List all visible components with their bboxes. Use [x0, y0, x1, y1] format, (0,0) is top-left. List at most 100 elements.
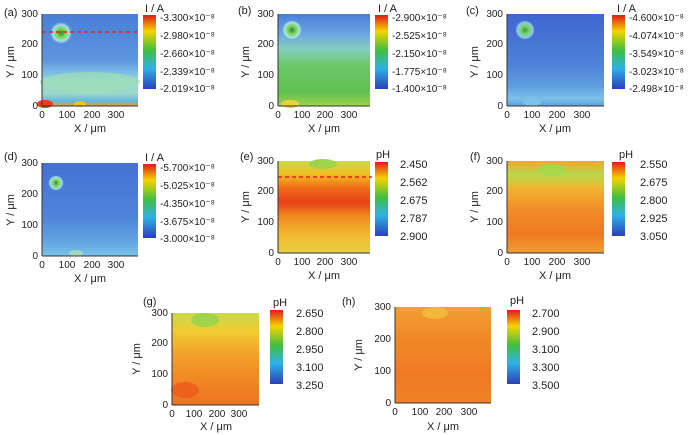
heatmap-green-spot: [191, 313, 219, 327]
colorbar-title: pH: [619, 149, 633, 161]
colorbar-label: -3.023×10⁻⁸: [629, 67, 684, 78]
x-tick-label: 100: [524, 110, 541, 121]
heatmap-green-spot: [309, 159, 337, 169]
colorbar-label: -3.300×10⁻⁸: [160, 13, 215, 24]
colorbar: [612, 162, 625, 236]
y-tick-label: 300: [374, 302, 391, 313]
colorbar-label: -4.074×10⁻⁸: [629, 31, 684, 42]
x-tick-label: 100: [412, 407, 429, 418]
x-tick-label: 300: [461, 407, 478, 418]
panel-c: (c) 0 100 200 300 0 100 200 300 X / μm Y…: [466, 3, 684, 135]
y-tick-label: 200: [21, 189, 38, 200]
x-tick-label: 0: [39, 110, 45, 121]
y-tick-label: 200: [151, 338, 168, 349]
x-tick-label: 100: [59, 260, 76, 271]
x-tick-label: 300: [108, 260, 125, 271]
y-tick-label: 300: [21, 158, 38, 169]
y-tick-label: 200: [257, 186, 274, 197]
colorbar-label: 2.800: [296, 326, 324, 338]
colorbar: [507, 310, 520, 384]
y-tick-label: 300: [257, 9, 274, 20]
panel-label: (a): [4, 7, 17, 19]
colorbar-label: 2.450: [400, 159, 428, 171]
y-tick-label: 100: [257, 70, 274, 81]
colorbar-label: 2.675: [400, 195, 428, 207]
x-axis-label: X / μm: [74, 273, 106, 285]
x-tick-label: 0: [275, 110, 281, 121]
y-axis-label: Y / μm: [353, 339, 365, 371]
colorbar: [143, 15, 156, 89]
x-tick-label: 200: [549, 110, 566, 121]
heatmap-hotspot: [515, 20, 535, 40]
colorbar: [143, 164, 156, 238]
x-tick-label: 100: [294, 110, 311, 121]
panel-label: (d): [4, 151, 17, 163]
x-axis-label: X / μm: [74, 123, 106, 135]
colorbar-title: I / A: [378, 3, 398, 15]
y-tick-label: 0: [162, 400, 168, 411]
panel-h: (h) 0 100 200 300 0 100 200 300 X / μm Y…: [342, 295, 560, 433]
colorbar: [375, 162, 388, 236]
colorbar-label: 2.925: [640, 213, 668, 225]
y-tick-label: 0: [385, 398, 391, 409]
colorbar-label: -2.980×10⁻⁸: [160, 31, 215, 42]
colorbar-label: 2.900: [400, 231, 428, 243]
x-axis-label: X / μm: [308, 123, 340, 135]
colorbar-label: -1.775×10⁻⁸: [392, 67, 447, 78]
x-tick-label: 200: [317, 110, 334, 121]
x-tick-label: 300: [574, 110, 591, 121]
y-axis-label: Y / μm: [469, 191, 481, 223]
x-tick-label: 300: [231, 409, 248, 420]
y-tick-label: 300: [151, 308, 168, 319]
y-tick-label: 100: [21, 70, 38, 81]
heatmap-hotspot: [48, 175, 64, 191]
panel-d: (d) 0 100 200 300 0 100 200 300 X / μm Y…: [4, 151, 215, 285]
x-tick-label: 200: [84, 260, 101, 271]
y-tick-label: 0: [268, 248, 274, 259]
colorbar-label: 2.787: [400, 213, 428, 225]
x-tick-label: 0: [169, 409, 175, 420]
x-axis-label: X / μm: [200, 421, 232, 433]
y-tick-label: 100: [21, 220, 38, 231]
colorbar-label: 3.300: [532, 362, 560, 374]
panel-label: (h): [342, 296, 355, 308]
x-axis-label: X / μm: [308, 270, 340, 282]
y-tick-label: 300: [257, 156, 274, 167]
panel-label: (g): [143, 296, 156, 308]
y-axis-label: Y / μm: [469, 46, 481, 78]
heatmap-green-band: [40, 72, 140, 92]
y-tick-label: 0: [268, 101, 274, 112]
y-tick-label: 0: [497, 248, 503, 259]
colorbar-label: -2.525×10⁻⁸: [392, 31, 447, 42]
colorbar-label: 2.800: [640, 195, 668, 207]
x-tick-label: 100: [186, 409, 203, 420]
heatmap-edge-spot: [523, 98, 541, 106]
colorbar-label: 3.050: [640, 231, 668, 243]
heatmap-plot-area: [278, 161, 370, 253]
colorbar: [375, 15, 388, 89]
heatmap-edge-spot: [281, 100, 299, 108]
colorbar-label: -5.700×10⁻⁸: [160, 163, 215, 174]
colorbar-label: 2.900: [532, 326, 560, 338]
colorbar-label: 3.500: [532, 380, 560, 392]
heatmap-hotspot: [49, 21, 73, 45]
x-tick-label: 0: [275, 257, 281, 268]
y-axis-label: Y / μm: [240, 46, 252, 78]
y-axis-label: Y / μm: [240, 191, 252, 223]
panel-e: (e) 0 100 200 300 0 100 200 300 X / μm Y…: [240, 149, 428, 282]
x-tick-label: 0: [392, 407, 398, 418]
y-axis-label: Y / μm: [131, 343, 143, 375]
x-tick-label: 300: [341, 257, 358, 268]
panel-b: (b) 0 100 200 300 0 100 200 300 X / μm Y…: [238, 3, 447, 135]
colorbar-title: I / A: [145, 152, 165, 164]
heatmap-yellow-spot: [422, 307, 448, 319]
y-tick-label: 100: [486, 70, 503, 81]
colorbar-label: -4.600×10⁻⁸: [629, 13, 684, 24]
y-tick-label: 0: [32, 251, 38, 262]
colorbar-label: 2.950: [296, 344, 324, 356]
y-tick-label: 100: [151, 369, 168, 380]
colorbar: [612, 15, 625, 89]
x-tick-label: 0: [504, 257, 510, 268]
x-tick-label: 100: [524, 257, 541, 268]
